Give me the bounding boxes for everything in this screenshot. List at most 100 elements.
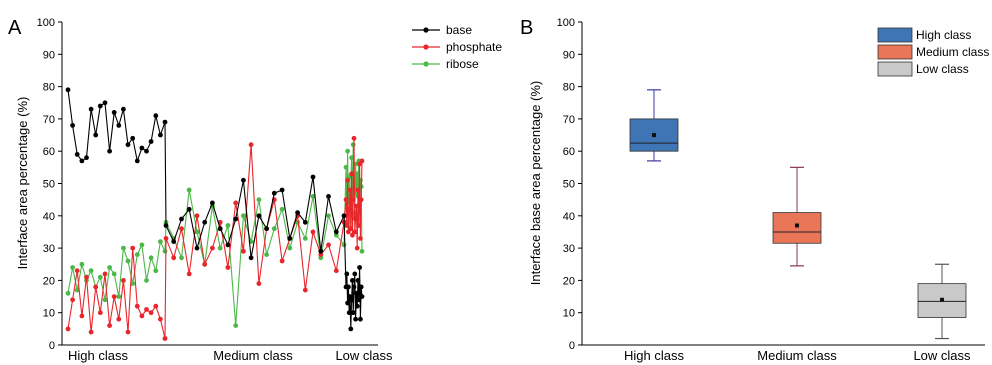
- series-point-ribose: [158, 239, 163, 245]
- series-point-base: [359, 294, 365, 299]
- series-point-phosphate: [186, 271, 192, 277]
- series-point-ribose: [134, 252, 140, 257]
- series-point-phosphate: [354, 203, 359, 209]
- series-point-base: [295, 210, 300, 216]
- series-point-base: [84, 155, 89, 161]
- series-point-base: [130, 135, 136, 141]
- series-point-ribose: [107, 265, 112, 270]
- panel-a-y-tick-label: 0: [49, 340, 55, 352]
- series-point-ribose: [225, 223, 231, 228]
- series-point-ribose: [279, 206, 285, 212]
- panel-b: B Interface base area percentage (%) 0 10…: [520, 17, 989, 363]
- series-point-ribose: [79, 261, 85, 267]
- series-point-phosphate: [162, 336, 168, 341]
- series-point-base: [225, 242, 231, 248]
- series-point-base: [256, 213, 262, 219]
- series-point-phosphate: [88, 329, 94, 335]
- series-point-base: [217, 226, 223, 232]
- series-point-base: [353, 316, 358, 322]
- series-point-base: [148, 139, 154, 144]
- series-point-base: [241, 177, 246, 183]
- series-point-phosphate: [74, 268, 80, 274]
- series-point-phosphate: [144, 307, 149, 312]
- series-point-phosphate: [121, 278, 126, 283]
- panel-b-y-tick-label: 20: [563, 275, 575, 287]
- series-point-base: [116, 123, 122, 128]
- legend-label-ribose: ribose: [446, 57, 479, 71]
- series-point-ribose: [271, 226, 277, 232]
- series-point-ribose: [153, 268, 159, 274]
- series-point-ribose: [162, 248, 168, 254]
- panel-b-y-tick-label: 80: [563, 82, 575, 94]
- series-point-phosphate: [153, 303, 159, 309]
- series-point-phosphate: [310, 229, 316, 235]
- legend-marker-ribose: [423, 61, 429, 67]
- series-point-base: [194, 245, 200, 251]
- series-point-ribose: [65, 290, 71, 296]
- series-point-base: [121, 106, 126, 112]
- series-point-base: [348, 326, 354, 332]
- panel-a-y-tick-label: 100: [37, 17, 55, 29]
- series-point-ribose: [264, 252, 269, 257]
- panel-b-boxes: [629, 89, 967, 340]
- panel-b-x-category-low: Low class: [913, 348, 971, 363]
- panel-a-legend: base phosphate ribose: [412, 23, 502, 71]
- series-point-phosphate: [350, 232, 355, 238]
- series-point-base: [333, 229, 339, 235]
- series-point-base: [346, 284, 351, 290]
- series-point-base: [153, 113, 159, 119]
- series-point-base: [134, 158, 140, 164]
- panel-a-y-tick-label: 80: [43, 82, 55, 94]
- panel-b-y-ticks: 0 10 20 30 40 50 60 70 80 90 100: [557, 17, 582, 352]
- series-point-phosphate: [359, 158, 365, 164]
- panel-a-y-axis-label: Interface area percentage (%): [15, 97, 30, 270]
- panel-b-x-category-medium: Medium class: [757, 348, 837, 363]
- series-point-phosphate: [349, 171, 354, 177]
- series-point-phosphate: [158, 316, 163, 322]
- series-point-base: [79, 158, 85, 164]
- series-point-base: [158, 132, 163, 138]
- legend-label-phosphate: phosphate: [446, 40, 502, 54]
- series-point-ribose: [74, 287, 80, 293]
- series-point-ribose: [97, 274, 103, 280]
- series-point-phosphate: [179, 226, 184, 232]
- panel-a-x-category-high: High class: [68, 348, 128, 363]
- legend-label-2: Low class: [916, 62, 969, 76]
- legend-marker-phosphate: [423, 44, 429, 50]
- series-point-phosphate: [350, 197, 356, 203]
- series-point-base: [310, 174, 316, 180]
- series-point-phosphate: [279, 258, 285, 264]
- series-point-ribose: [333, 232, 339, 238]
- legend-swatch-1: [877, 44, 913, 60]
- series-point-phosphate: [318, 252, 324, 257]
- series-point-ribose: [102, 297, 108, 303]
- series-point-base: [349, 297, 354, 303]
- series-point-phosphate: [111, 294, 117, 299]
- series-point-ribose: [194, 229, 200, 235]
- panel-a-y-tick-label: 70: [43, 114, 55, 126]
- legend-marker-base: [423, 27, 429, 33]
- series-point-base: [326, 194, 331, 199]
- series-point-phosphate: [352, 229, 358, 235]
- series-point-base: [171, 239, 177, 245]
- panel-a-label: A: [8, 17, 22, 39]
- legend-swatch-2: [877, 61, 913, 77]
- series-point-base: [358, 316, 363, 322]
- series-point-base: [233, 216, 239, 222]
- series-point-phosphate: [348, 226, 354, 232]
- series-point-base: [202, 219, 208, 225]
- panel-a-series: [65, 87, 365, 341]
- panel-a-x-category-low: Low class: [335, 348, 393, 363]
- box-mean-marker: [652, 133, 656, 138]
- panel-a-y-tick-label: 10: [43, 308, 55, 320]
- series-point-phosphate: [355, 187, 361, 193]
- series-point-base: [345, 300, 350, 306]
- legend-swatch-0: [877, 27, 913, 43]
- series-point-ribose: [241, 213, 246, 219]
- panel-b-y-tick-label: 30: [563, 243, 575, 255]
- series-point-ribose: [130, 281, 136, 286]
- series-point-ribose: [345, 148, 350, 154]
- series-point-ribose: [125, 258, 131, 264]
- series-point-base: [354, 303, 360, 309]
- panel-b-y-tick-label: 50: [563, 179, 575, 191]
